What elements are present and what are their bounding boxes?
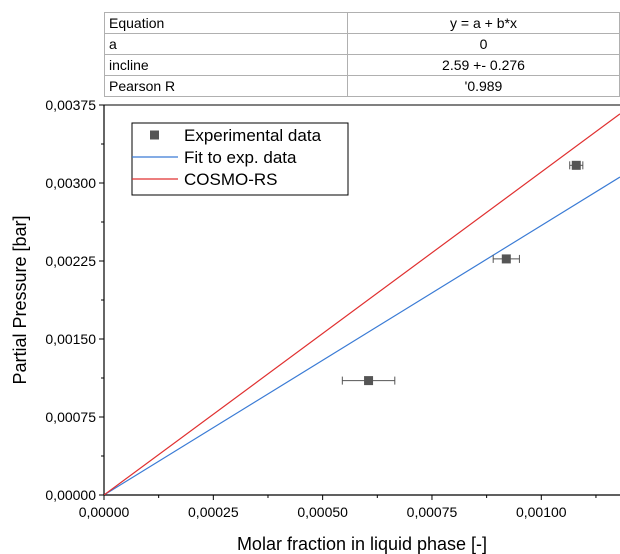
data-point [364,376,374,386]
legend-label: COSMO-RS [184,170,278,189]
y-tick-label: 0,00300 [45,175,96,191]
stats-value: '0.989 [347,75,620,97]
y-tick-label: 0,00075 [45,409,96,425]
legend-label: Fit to exp. data [184,148,297,167]
x-tick-label: 0,00075 [407,504,458,520]
legend: Experimental data Fit to exp. data COSMO-R… [131,122,349,196]
y-tick-label: 0,00225 [45,253,96,269]
plot-area [104,113,620,495]
y-tick-label: 0,00000 [45,487,96,503]
legend-label: Experimental data [184,126,322,145]
y-axis-label: Partial Pressure [bar] [10,215,30,384]
stats-label: Pearson R [104,75,348,97]
series-line [104,113,620,495]
y-tick-label: 0,00150 [45,331,96,347]
data-point [501,254,511,264]
data-point [571,160,581,170]
x-tick-label: 0,00000 [79,504,130,520]
x-axis-label: Molar fraction in liquid phase [-] [237,534,487,554]
legend-box [131,122,349,196]
series-line [104,176,620,495]
stats-table: Equation y = a + b*x a 0 incline 2.59 +- 0.27… [104,12,620,97]
legend-marker [150,130,159,140]
x-tick-label: 0,00100 [516,504,567,520]
y-tick-label: 0,00375 [45,97,96,113]
x-tick-label: 0,00050 [297,504,348,520]
stats-row: Pearson R '0.989 [104,75,620,97]
x-tick-label: 0,00025 [188,504,239,520]
